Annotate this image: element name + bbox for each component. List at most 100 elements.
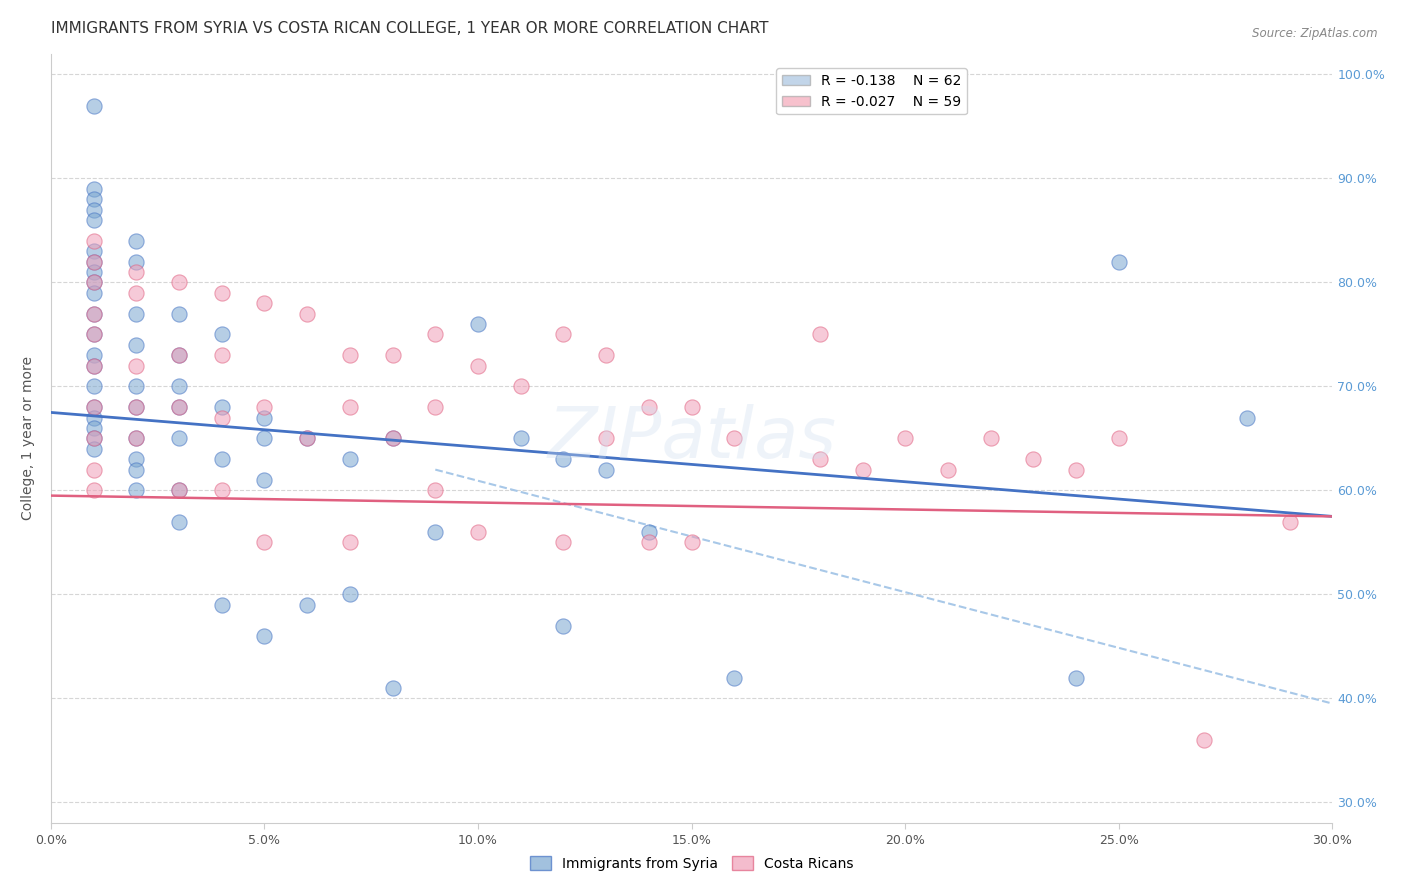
Point: [339, 535, 361, 549]
Point: [894, 431, 917, 445]
Point: [339, 452, 361, 467]
Point: [83, 359, 105, 373]
Point: [125, 234, 148, 248]
Point: [1022, 452, 1045, 467]
Point: [253, 535, 276, 549]
Point: [553, 327, 575, 342]
Point: [125, 401, 148, 415]
Point: [167, 431, 190, 445]
Point: [83, 327, 105, 342]
Point: [83, 254, 105, 268]
Point: [638, 401, 661, 415]
Point: [339, 348, 361, 362]
Point: [167, 307, 190, 321]
Point: [339, 401, 361, 415]
Point: [211, 348, 233, 362]
Point: [125, 462, 148, 476]
Point: [211, 285, 233, 300]
Point: [339, 587, 361, 601]
Point: [425, 524, 447, 539]
Point: [723, 671, 745, 685]
Point: [1194, 733, 1216, 747]
Point: [509, 379, 531, 393]
Point: [211, 401, 233, 415]
Point: [83, 379, 105, 393]
Point: [83, 98, 105, 112]
Point: [83, 462, 105, 476]
Point: [467, 317, 489, 331]
Point: [381, 681, 404, 695]
Point: [425, 327, 447, 342]
Point: [1108, 254, 1130, 268]
Point: [125, 265, 148, 279]
Point: [125, 307, 148, 321]
Point: [595, 462, 617, 476]
Point: [1064, 462, 1087, 476]
Point: [681, 401, 703, 415]
Point: [638, 524, 661, 539]
Point: [83, 359, 105, 373]
Point: [125, 401, 148, 415]
Point: [553, 452, 575, 467]
Point: [295, 307, 318, 321]
Point: [125, 431, 148, 445]
Point: [83, 265, 105, 279]
Point: [253, 401, 276, 415]
Point: [167, 401, 190, 415]
Point: [851, 462, 873, 476]
Point: [467, 524, 489, 539]
Point: [211, 452, 233, 467]
Point: [295, 431, 318, 445]
Point: [253, 431, 276, 445]
Point: [125, 359, 148, 373]
Point: [83, 410, 105, 425]
Point: [83, 234, 105, 248]
Point: [381, 348, 404, 362]
Legend: Immigrants from Syria, Costa Ricans: Immigrants from Syria, Costa Ricans: [523, 849, 860, 878]
Point: [83, 244, 105, 259]
Y-axis label: College, 1 year or more: College, 1 year or more: [21, 357, 35, 520]
Point: [253, 473, 276, 487]
Point: [425, 401, 447, 415]
Point: [83, 327, 105, 342]
Point: [980, 431, 1002, 445]
Point: [381, 431, 404, 445]
Point: [595, 431, 617, 445]
Point: [1236, 410, 1258, 425]
Point: [681, 535, 703, 549]
Point: [167, 483, 190, 498]
Point: [723, 431, 745, 445]
Point: [381, 431, 404, 445]
Point: [509, 431, 531, 445]
Point: [167, 401, 190, 415]
Point: [125, 379, 148, 393]
Point: [253, 629, 276, 643]
Point: [1064, 671, 1087, 685]
Point: [83, 401, 105, 415]
Point: [467, 359, 489, 373]
Point: [595, 348, 617, 362]
Point: [125, 431, 148, 445]
Point: [83, 431, 105, 445]
Point: [125, 452, 148, 467]
Point: [638, 535, 661, 549]
Point: [83, 182, 105, 196]
Point: [83, 307, 105, 321]
Point: [167, 348, 190, 362]
Text: ZIPatlas: ZIPatlas: [547, 404, 837, 473]
Point: [125, 285, 148, 300]
Point: [1278, 515, 1301, 529]
Text: Source: ZipAtlas.com: Source: ZipAtlas.com: [1253, 27, 1378, 40]
Point: [1108, 431, 1130, 445]
Point: [83, 202, 105, 217]
Point: [83, 348, 105, 362]
Point: [167, 379, 190, 393]
Point: [125, 338, 148, 352]
Point: [295, 431, 318, 445]
Point: [808, 452, 831, 467]
Point: [808, 327, 831, 342]
Point: [553, 618, 575, 632]
Point: [425, 483, 447, 498]
Point: [125, 483, 148, 498]
Point: [83, 401, 105, 415]
